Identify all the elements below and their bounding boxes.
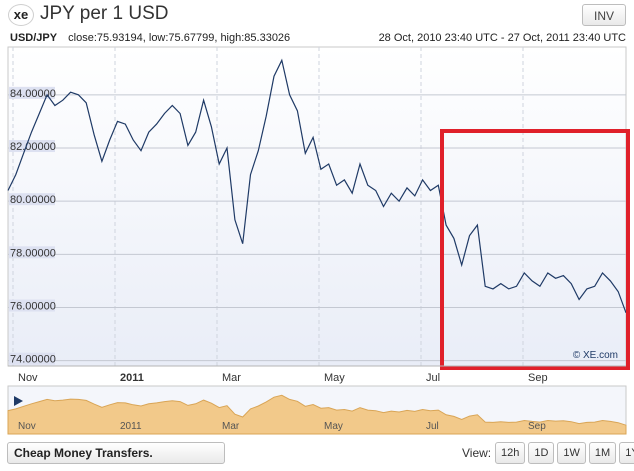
series-line <box>7 58 627 314</box>
navigator-tick-label: Mar <box>222 421 240 432</box>
chart-title: JPY per 1 USD <box>40 3 169 24</box>
y-tick-label: 78.00000 <box>10 247 56 259</box>
y-tick-label: 82.00000 <box>10 141 56 153</box>
y-tick-label: 84.00000 <box>10 88 56 100</box>
navigator-tick-label: 2011 <box>120 421 142 432</box>
stats-line: USD/JPY close:75.93194, low:75.67799, hi… <box>10 32 290 44</box>
y-tick-label: 76.00000 <box>10 301 56 313</box>
date-range: 28 Oct, 2010 23:40 UTC - 27 Oct, 2011 23… <box>378 32 626 44</box>
navigator-tick-label: Nov <box>18 421 36 432</box>
x-tick-label: May <box>324 372 345 384</box>
xe-logo: xe <box>8 4 34 26</box>
highlight-box <box>440 129 630 370</box>
view-buttons: 12h 1D 1W 1M 1Y <box>495 442 634 464</box>
chart-header: xe JPY per 1 USD INV <box>0 0 634 30</box>
x-tick-label: Nov <box>18 372 38 384</box>
y-tick-label-bg <box>9 193 55 206</box>
y-axis-labels: 84.00000 82.00000 80.00000 78.00000 76.00000… <box>9 86 56 366</box>
navigator-tick-label: Jul <box>426 421 439 432</box>
navigator-tick-label: Sep <box>528 421 546 432</box>
view-label: View: <box>462 446 492 460</box>
navigator-series <box>7 394 627 435</box>
close-value: close:75.93194, <box>68 32 146 44</box>
navigator-handle-icon[interactable] <box>14 396 23 406</box>
navigator-tick-label: May <box>324 421 343 432</box>
currency-pair: USD/JPY <box>10 32 58 44</box>
x-tick-label: Jul <box>426 372 440 384</box>
navigator-labels: Nov 2011 Mar May Jul Sep <box>18 421 546 432</box>
y-tick-label-bg <box>9 246 55 259</box>
invert-button[interactable]: INV <box>582 4 626 26</box>
y-tick-label-bg <box>9 352 55 365</box>
cheap-money-transfers-button[interactable]: Cheap Money Transfers. <box>7 442 225 464</box>
low-value: low:75.67799, <box>148 32 218 44</box>
y-tick-label: 74.00000 <box>10 354 56 366</box>
view-1y-button[interactable]: 1Y <box>619 442 634 464</box>
y-tick-label-bg <box>9 140 55 153</box>
view-12h-button[interactable]: 12h <box>495 442 526 464</box>
x-tick-label: Mar <box>222 372 241 384</box>
view-1d-button[interactable]: 1D <box>528 442 555 464</box>
y-tick-label-bg <box>9 86 55 99</box>
view-1m-button[interactable]: 1M <box>588 442 617 464</box>
watermark: © XE.com <box>573 350 618 361</box>
x-tick-label: Sep <box>528 372 548 384</box>
high-value: high:85.33026 <box>220 32 291 44</box>
horizontal-grid <box>8 94 626 362</box>
x-axis-labels: Nov 2011 Mar May Jul Sep <box>18 372 548 384</box>
view-1w-button[interactable]: 1W <box>557 442 586 464</box>
x-tick-label: 2011 <box>120 372 144 384</box>
y-tick-label: 80.00000 <box>10 194 56 206</box>
y-tick-label-bg <box>9 299 55 312</box>
